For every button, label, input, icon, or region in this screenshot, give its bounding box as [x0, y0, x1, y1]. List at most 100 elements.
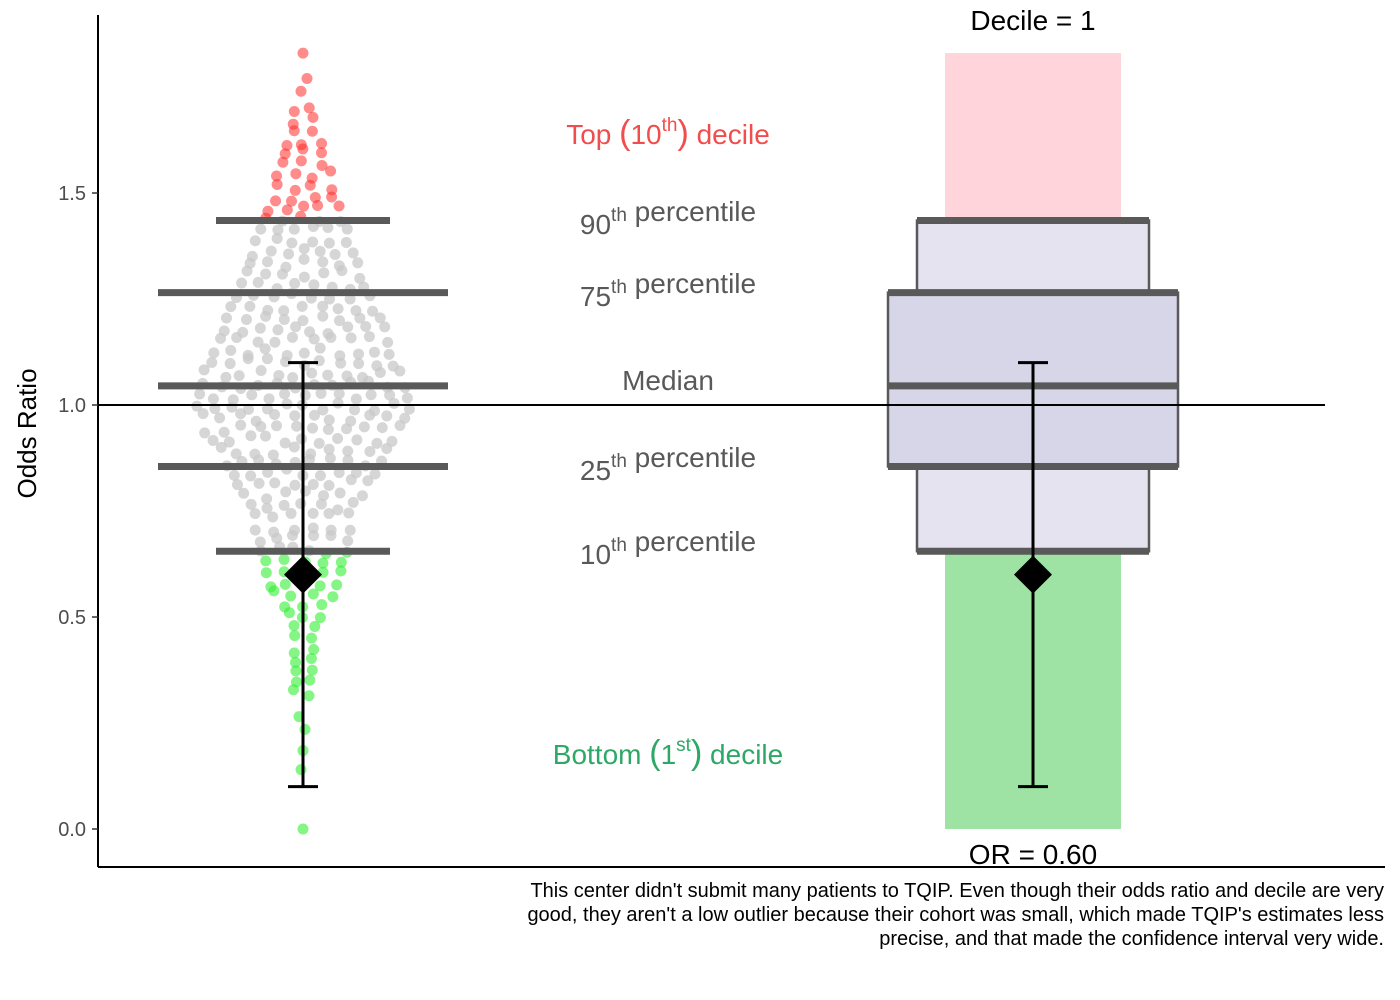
data-point: [323, 479, 335, 491]
data-point: [334, 350, 346, 362]
data-point: [322, 424, 334, 436]
data-point: [287, 118, 299, 130]
data-point: [305, 652, 317, 664]
data-point: [343, 507, 355, 519]
data-point: [382, 336, 394, 348]
data-point: [288, 223, 300, 235]
data-point: [342, 321, 354, 333]
data-point: [237, 326, 249, 338]
data-point: [322, 221, 334, 233]
data-point: [265, 245, 277, 257]
data-point: [272, 224, 284, 236]
data-point: [360, 321, 372, 333]
data-point: [270, 195, 282, 207]
data-point: [403, 403, 415, 415]
data-point: [295, 764, 307, 776]
data-point: [299, 389, 311, 401]
data-point: [307, 236, 319, 248]
data-point: [295, 139, 307, 151]
p75-label: 75th percentile: [580, 268, 756, 312]
data-point: [345, 415, 357, 427]
data-point: [314, 580, 326, 592]
data-point: [290, 168, 302, 180]
data-point: [235, 419, 247, 431]
data-point: [268, 526, 280, 538]
data-point: [350, 305, 362, 317]
data-point: [335, 565, 347, 577]
data-point: [298, 253, 310, 265]
data-point: [304, 674, 316, 686]
data-point: [332, 504, 344, 516]
data-point: [308, 643, 320, 655]
data-point: [295, 498, 307, 510]
data-point: [261, 493, 273, 505]
data-point: [260, 268, 272, 280]
data-point: [261, 502, 273, 514]
data-point: [231, 479, 243, 491]
data-point: [269, 336, 281, 348]
data-point: [317, 404, 329, 416]
data-point: [288, 620, 300, 632]
data-point: [369, 405, 381, 417]
data-point: [250, 415, 262, 427]
data-point: [283, 248, 295, 260]
data-point: [317, 300, 329, 312]
data-point: [323, 443, 335, 455]
data-point: [279, 601, 291, 613]
data-point: [344, 524, 356, 536]
data-point: [271, 170, 283, 182]
data-point: [399, 412, 411, 424]
data-point: [245, 498, 257, 510]
data-point: [288, 647, 300, 659]
data-point: [249, 508, 261, 520]
data-point: [358, 421, 370, 433]
data-point: [364, 445, 376, 457]
data-point: [356, 490, 368, 502]
data-point: [252, 336, 264, 348]
data-point: [227, 394, 239, 406]
data-point: [255, 223, 267, 235]
data-point: [261, 353, 273, 365]
data-point: [240, 313, 252, 325]
data-point: [371, 437, 383, 449]
data-point: [208, 347, 220, 359]
data-point: [314, 245, 326, 257]
data-point: [298, 271, 310, 283]
data-point: [218, 325, 230, 337]
p10-label: 10th percentile: [580, 526, 756, 570]
data-point: [271, 232, 283, 244]
data-point: [244, 300, 256, 312]
data-point: [341, 370, 353, 382]
data-point: [238, 487, 250, 499]
data-point: [285, 507, 297, 519]
data-point: [281, 204, 293, 216]
data-point: [318, 267, 330, 279]
data-point: [308, 279, 320, 291]
data-point: [267, 511, 279, 523]
data-point: [340, 236, 352, 248]
data-point: [277, 156, 289, 168]
data-point: [225, 301, 237, 313]
data-point: [305, 448, 317, 460]
data-point: [288, 105, 300, 117]
data-point: [381, 410, 393, 422]
data-point: [225, 344, 237, 356]
odds-ratio-marker-left: [284, 555, 322, 594]
data-point: [324, 452, 336, 464]
data-point: [388, 397, 400, 409]
data-point: [307, 422, 319, 434]
data-point: [369, 468, 381, 480]
data-point: [306, 172, 318, 184]
p90-label: 90th percentile: [580, 196, 756, 240]
data-point: [230, 448, 242, 460]
data-point: [357, 371, 369, 383]
data-point: [341, 223, 353, 235]
data-point: [228, 469, 240, 481]
y-tick-label: 0.0: [58, 819, 86, 841]
data-point: [387, 360, 399, 372]
data-point: [304, 326, 316, 338]
data-point: [325, 165, 337, 177]
data-point: [317, 557, 329, 569]
data-point: [345, 332, 357, 344]
